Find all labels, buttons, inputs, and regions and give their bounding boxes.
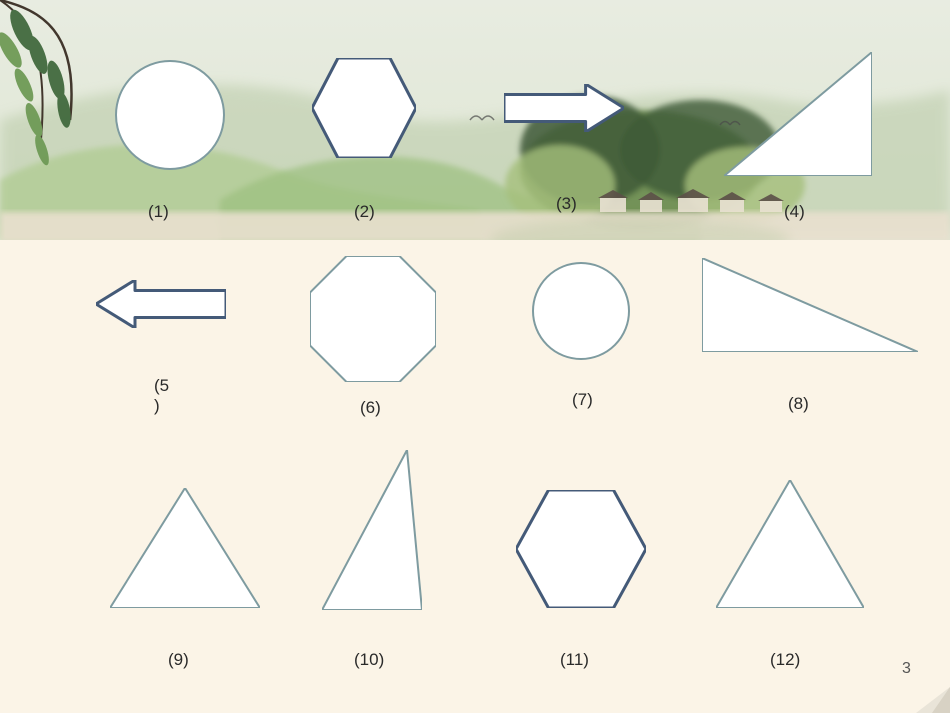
shape-triangle-tall (322, 450, 422, 610)
shape-label: (1) (148, 202, 169, 222)
shape-hexagon (516, 490, 646, 608)
shape-arrow-right (504, 84, 624, 132)
shape-label: (8) (788, 394, 809, 414)
shape-label: (5 ) (154, 376, 169, 416)
shape-label: (11) (560, 650, 589, 670)
shape-label: (6) (360, 398, 381, 418)
corner-fold-icon (908, 687, 950, 713)
shape-triangle-right (724, 52, 872, 176)
page-number: 3 (902, 660, 911, 678)
shape-arrow-left (96, 280, 226, 328)
shape-triangle-iso (110, 488, 260, 608)
shape-circle (115, 60, 225, 170)
shape-circle (532, 262, 630, 360)
shape-label: (9) (168, 650, 189, 670)
shape-triangle-iso (716, 480, 864, 608)
shape-label: (10) (354, 650, 384, 670)
shape-label: (12) (770, 650, 800, 670)
shape-label: (7) (572, 390, 593, 410)
shape-label: (3) (556, 194, 577, 214)
slide-canvas: (1) (2) (3) (4) (5 ) (6) (7) (8) (9) (10) (11) (12)… (0, 0, 950, 713)
shape-octagon (310, 256, 436, 382)
shape-label: (4) (784, 202, 805, 222)
shape-hexagon (312, 58, 416, 158)
shape-triangle-long (702, 258, 918, 352)
shape-label: (2) (354, 202, 375, 222)
